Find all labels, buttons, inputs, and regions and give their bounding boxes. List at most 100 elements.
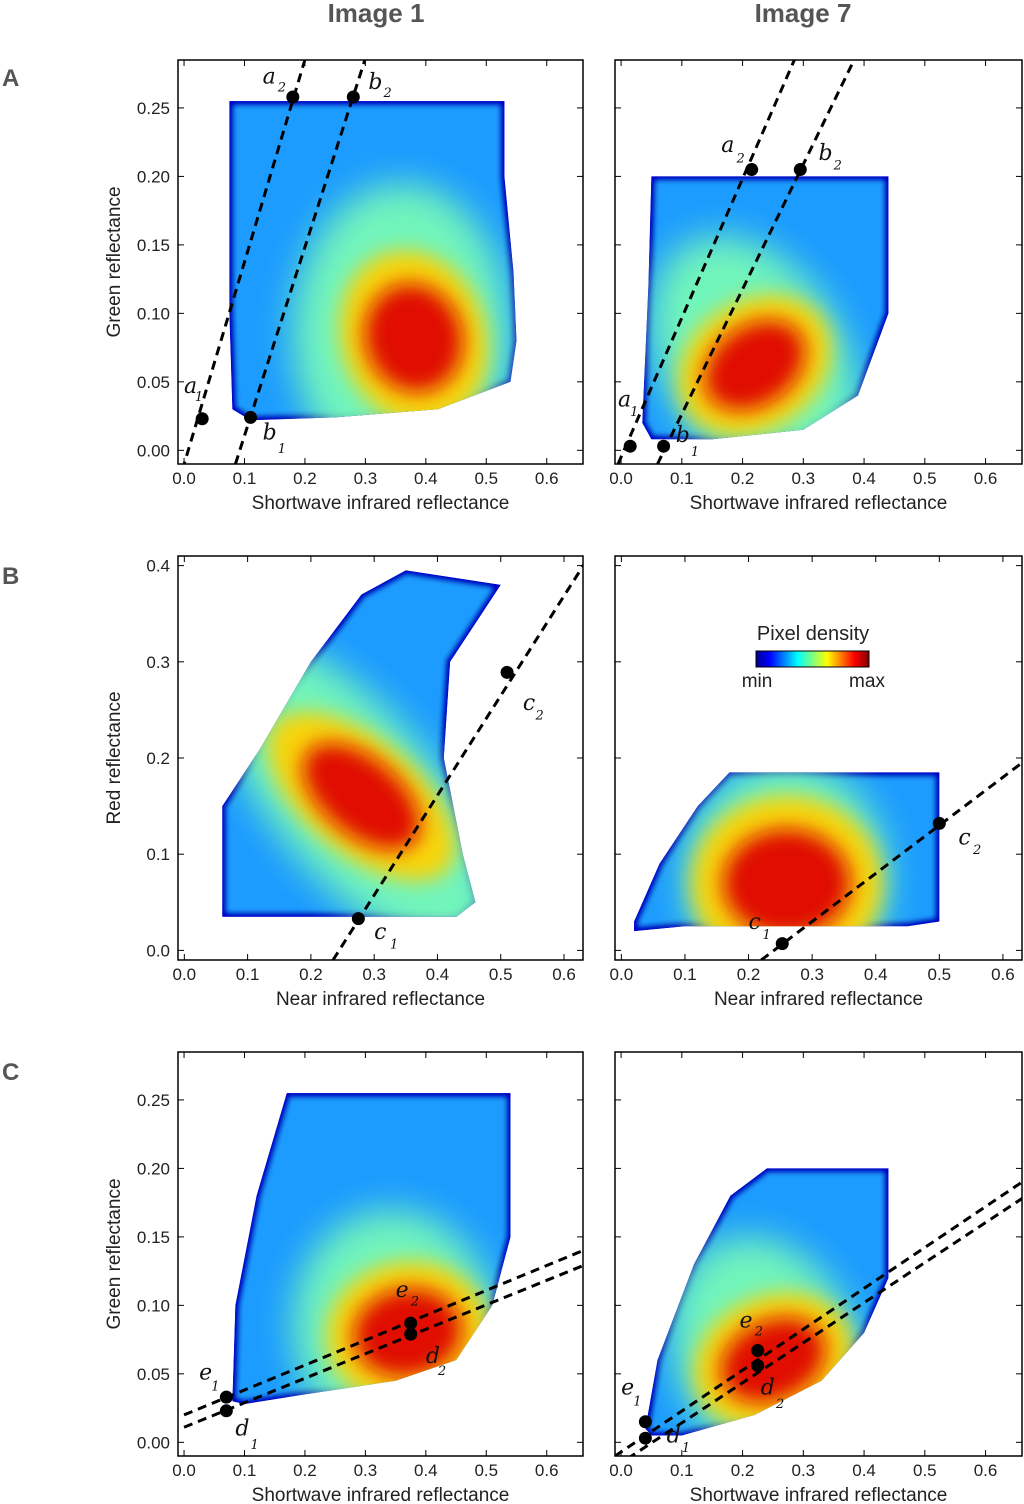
point-b1 bbox=[657, 439, 671, 453]
x-tick-label: 0.3 bbox=[354, 1461, 378, 1480]
point-label-d1: d bbox=[667, 1423, 681, 1448]
density-max bbox=[303, 743, 420, 850]
x-tick-label: 0.2 bbox=[293, 469, 317, 488]
point-label-c1: c bbox=[374, 920, 386, 945]
point-subscript-e2: 2 bbox=[410, 1294, 419, 1309]
point-label-d2: d bbox=[761, 1375, 775, 1400]
density-cloud bbox=[229, 101, 517, 421]
dashed-line-2 bbox=[628, 1197, 1022, 1456]
point-subscript-a2: 2 bbox=[277, 80, 286, 95]
plot-frame bbox=[177, 1051, 584, 1457]
x-tick-label: 0.4 bbox=[414, 1461, 438, 1480]
point-a1 bbox=[623, 439, 637, 453]
density-cloud bbox=[645, 1168, 889, 1436]
y-tick-label: 0.15 bbox=[137, 236, 170, 255]
point-label-a2: a bbox=[263, 64, 276, 89]
y-tick-label: 0.15 bbox=[137, 1228, 170, 1247]
x-tick-label: 0.4 bbox=[414, 469, 438, 488]
point-c2 bbox=[932, 816, 946, 830]
x-tick-label: 0.2 bbox=[299, 965, 323, 984]
legend: Pixel density min max bbox=[742, 623, 886, 692]
y-tick-label: 0.10 bbox=[137, 1296, 170, 1315]
point-subscript-b1: 1 bbox=[278, 442, 286, 457]
y-tick-label: 0.00 bbox=[137, 441, 170, 460]
legend-max-label: max bbox=[849, 671, 885, 692]
dashed-line-2 bbox=[183, 1264, 583, 1429]
density-cloud bbox=[232, 1093, 511, 1404]
x-axis-label: Near infrared reflectance bbox=[714, 989, 923, 1010]
legend-title: Pixel density bbox=[757, 623, 869, 645]
point-subscript-c1: 1 bbox=[390, 937, 398, 952]
point-label-a2: a bbox=[721, 133, 734, 158]
point-label-a1: a bbox=[618, 387, 631, 412]
point-e2 bbox=[751, 1344, 765, 1358]
y-tick-label: 0.2 bbox=[146, 749, 170, 768]
y-axis-label: Green reflectance bbox=[104, 1178, 125, 1329]
point-label-d1: d bbox=[235, 1416, 249, 1441]
x-tick-label: 0.4 bbox=[852, 469, 876, 488]
x-tick-label: 0.0 bbox=[609, 1461, 633, 1480]
y-tick-label: 0.0 bbox=[146, 941, 170, 960]
row-label-b: B bbox=[2, 563, 19, 590]
point-label-c1: c bbox=[749, 910, 761, 935]
point-label-e1: e bbox=[621, 1375, 634, 1400]
x-tick-label: 0.3 bbox=[791, 469, 815, 488]
x-tick-label: 0.1 bbox=[670, 1461, 694, 1480]
y-tick-label: 0.10 bbox=[137, 304, 170, 323]
point-subscript-d2: 2 bbox=[775, 1397, 784, 1412]
plot-frame bbox=[177, 59, 584, 465]
x-tick-label: 0.1 bbox=[670, 469, 694, 488]
x-tick-label: 0.4 bbox=[852, 1461, 876, 1480]
x-tick-label: 0.0 bbox=[173, 965, 197, 984]
y-tick-label: 0.25 bbox=[137, 1091, 170, 1110]
density-cloud bbox=[642, 176, 889, 440]
column-title-image-7: Image 7 bbox=[755, 0, 852, 28]
row-label-c: C bbox=[2, 1059, 19, 1086]
x-tick-label: 0.6 bbox=[535, 1461, 559, 1480]
x-tick-label: 0.6 bbox=[991, 965, 1015, 984]
x-tick-label: 0.2 bbox=[737, 965, 761, 984]
x-tick-label: 0.0 bbox=[172, 1461, 196, 1480]
x-tick-label: 0.2 bbox=[731, 469, 755, 488]
point-b1 bbox=[244, 410, 258, 424]
y-axis-label: Red reflectance bbox=[104, 691, 125, 824]
x-tick-label: 0.2 bbox=[731, 1461, 755, 1480]
point-c1 bbox=[351, 912, 365, 926]
x-axis-label: Near infrared reflectance bbox=[276, 989, 485, 1010]
y-tick-label: 0.25 bbox=[137, 99, 170, 118]
point-label-a1: a bbox=[184, 374, 197, 399]
legend-min-label: min bbox=[742, 671, 773, 692]
x-tick-label: 0.6 bbox=[974, 1461, 998, 1480]
x-tick-label: 0.1 bbox=[673, 965, 697, 984]
dashed-line-2 bbox=[656, 60, 856, 464]
point-subscript-b1: 1 bbox=[691, 445, 699, 460]
x-axis-label: Shortwave infrared reflectance bbox=[690, 1485, 948, 1504]
y-tick-label: 0.4 bbox=[146, 557, 170, 576]
point-e2 bbox=[404, 1316, 418, 1330]
y-tick-label: 0.00 bbox=[137, 1433, 170, 1452]
density-max bbox=[704, 320, 805, 411]
point-label-e2: e bbox=[740, 1308, 753, 1333]
dashed-line-1 bbox=[616, 60, 796, 464]
point-e1 bbox=[638, 1415, 652, 1429]
x-tick-label: 0.0 bbox=[172, 469, 196, 488]
y-tick-label: 0.05 bbox=[137, 373, 170, 392]
x-tick-label: 0.3 bbox=[791, 1461, 815, 1480]
point-subscript-e1: 1 bbox=[211, 1379, 219, 1394]
x-tick-label: 0.1 bbox=[233, 1461, 257, 1480]
point-c2 bbox=[500, 665, 514, 679]
dashed-line-1 bbox=[760, 760, 1022, 960]
point-subscript-b2: 2 bbox=[833, 159, 842, 174]
y-tick-label: 0.1 bbox=[146, 845, 170, 864]
point-subscript-c2: 2 bbox=[535, 709, 544, 724]
point-b2 bbox=[793, 163, 807, 177]
x-tick-label: 0.6 bbox=[552, 965, 576, 984]
point-c1 bbox=[775, 937, 789, 951]
point-label-e2: e bbox=[396, 1278, 409, 1303]
point-subscript-c1: 1 bbox=[763, 928, 771, 943]
point-d1 bbox=[219, 1404, 233, 1418]
